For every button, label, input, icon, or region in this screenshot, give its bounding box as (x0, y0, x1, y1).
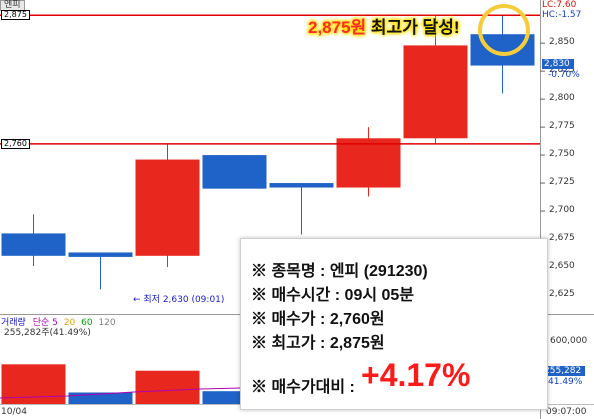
hc-label: HC:-1.57 (542, 10, 582, 20)
volume-legend: 거래량 단순 5 20 60 120 (1, 318, 116, 328)
volume-ma-120: 120 (98, 318, 116, 328)
candle (1, 214, 66, 266)
candle (336, 127, 401, 197)
price-line-layer (0, 14, 540, 145)
y-tick-label: 2,775 (549, 121, 575, 132)
banner-text: 최고가 달성! (366, 18, 460, 37)
info-buy-price: ※ 매수가 : 2,760원 (251, 311, 385, 328)
current-price-tag: 2,830 (542, 59, 574, 69)
candle (135, 143, 200, 267)
info-stock-name: ※ 종목명 : 엔피 (291230) (251, 263, 428, 280)
candle-layer (1, 15, 535, 290)
candle (403, 15, 468, 144)
volume-tag-pct: 41.49% (548, 377, 583, 387)
high-reached-banner: 2,875원 최고가 달성! (308, 13, 460, 38)
candle-body (202, 155, 267, 189)
info-high-price: ※ 최고가 : 2,875원 (251, 335, 385, 352)
y-tick-label: 2,725 (549, 177, 575, 188)
candle (68, 252, 133, 290)
volume-ma-20: 20 (63, 318, 76, 328)
volume-ma-5: 5 (52, 318, 58, 328)
x-start-label: 10/04 (1, 407, 27, 417)
banner-price: 2,875원 (308, 18, 367, 37)
volume-ma-line (0, 387, 241, 399)
candle (202, 155, 267, 189)
volume-ma-label: 단순 (32, 318, 50, 328)
info-buy-time: ※ 매수시간 : 09시 05분 (251, 287, 415, 304)
trade-info-box: ※ 종목명 : 엔피 (291230) ※ 매수시간 : 09시 05분 ※ 매… (240, 238, 548, 410)
highlight-circle (478, 4, 530, 56)
info-vs-buy-label: ※ 매수가대비 : (251, 379, 355, 396)
y-tick-label: 2,700 (549, 205, 575, 216)
candle-body (336, 138, 401, 188)
y-tick-label: 2,650 (549, 260, 575, 271)
volume-bar (135, 370, 200, 404)
candle-body (68, 252, 133, 257)
current-pct-label: -0.70% (548, 70, 580, 80)
hline-label-high: 2,875 (1, 10, 30, 21)
volume-ma-60: 60 (81, 318, 93, 328)
low-annotation: ← 최저 2,630 (09:01) (133, 295, 225, 305)
hline-label-buy: 2,760 (1, 138, 30, 149)
candle (269, 183, 334, 235)
candle-body (403, 45, 468, 139)
volume-tag: 255,282 (542, 366, 586, 376)
volume-legend-title: 거래량 (1, 318, 26, 328)
x-end-label: 09:07:00 (546, 407, 587, 417)
y-tick-label: 2,750 (549, 149, 575, 160)
info-vs-buy-value: +4.17% (361, 357, 471, 393)
volume-axis-tick: 600,000 (550, 336, 588, 346)
y-tick-label: 2,800 (549, 93, 575, 104)
lc-label: LC:7.60 (542, 0, 577, 10)
volume-value: 255,282주(41.49%) (4, 328, 91, 338)
candle-body (1, 233, 66, 256)
y-tick-label: 2,825 (549, 65, 575, 76)
candle-body (269, 183, 334, 188)
y-tick-label: 2,850 (549, 37, 575, 48)
candle-body (135, 159, 200, 256)
volume-bar (68, 392, 133, 404)
y-tick-label: 2,625 (549, 288, 575, 299)
y-tick-label: 2,675 (549, 233, 575, 244)
